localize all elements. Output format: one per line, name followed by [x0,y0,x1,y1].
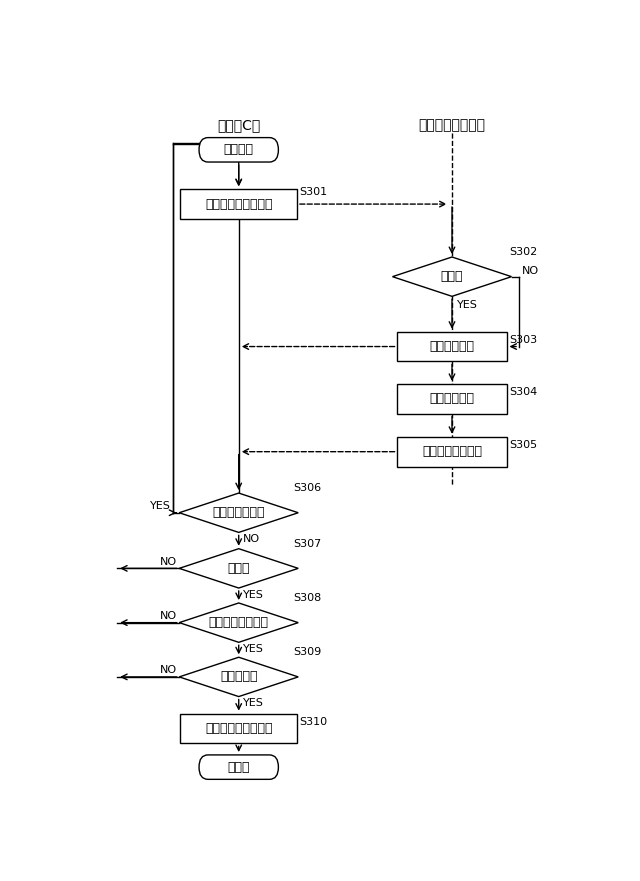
Text: S309: S309 [293,648,321,657]
FancyBboxPatch shape [397,384,507,414]
FancyBboxPatch shape [199,137,278,162]
FancyBboxPatch shape [199,755,278,780]
Text: S307: S307 [293,539,321,549]
Text: S308: S308 [293,593,321,603]
Polygon shape [179,549,298,588]
Polygon shape [179,493,298,532]
Text: 施鍵の指示信号出力: 施鍵の指示信号出力 [205,722,273,735]
Text: 動き情報検出: 動き情報検出 [429,392,474,405]
Text: 動き情報信号送信: 動き情報信号送信 [422,445,482,458]
Text: S301: S301 [300,187,328,196]
Text: 振動？: 振動？ [227,562,250,575]
Text: スタート: スタート [224,144,253,156]
Text: S310: S310 [300,716,328,727]
Text: 応答信号送信: 応答信号送信 [429,340,474,353]
Text: S304: S304 [509,387,538,397]
Text: エンド: エンド [227,760,250,774]
Text: S303: S303 [509,335,537,344]
Text: S306: S306 [293,484,321,493]
Text: NO: NO [159,665,177,675]
Text: YES: YES [243,589,264,600]
Text: YES: YES [243,699,264,708]
Text: YES: YES [457,300,478,310]
Text: S302: S302 [509,247,538,256]
Text: 応答信号受信？: 応答信号受信？ [212,507,265,519]
Text: （車載C）: （車載C） [217,118,260,132]
Polygon shape [392,257,511,296]
Text: NO: NO [159,557,177,566]
Text: 受信？: 受信？ [441,270,463,283]
Text: S305: S305 [509,440,537,450]
Polygon shape [179,603,298,642]
FancyBboxPatch shape [180,714,297,744]
Polygon shape [179,657,298,697]
Text: NO: NO [522,266,539,277]
FancyBboxPatch shape [397,331,507,361]
Text: YES: YES [243,644,264,654]
Text: YES: YES [150,501,170,511]
FancyBboxPatch shape [180,189,297,219]
Text: NO: NO [243,534,260,544]
Text: 状態継続？: 状態継続？ [220,670,257,684]
Text: NO: NO [159,611,177,621]
Text: 加速度が直線的？: 加速度が直線的？ [209,616,269,629]
Text: 位置検出用信号送信: 位置検出用信号送信 [205,197,273,211]
FancyBboxPatch shape [397,437,507,467]
Text: （付随通信機２）: （付随通信機２） [419,118,486,132]
